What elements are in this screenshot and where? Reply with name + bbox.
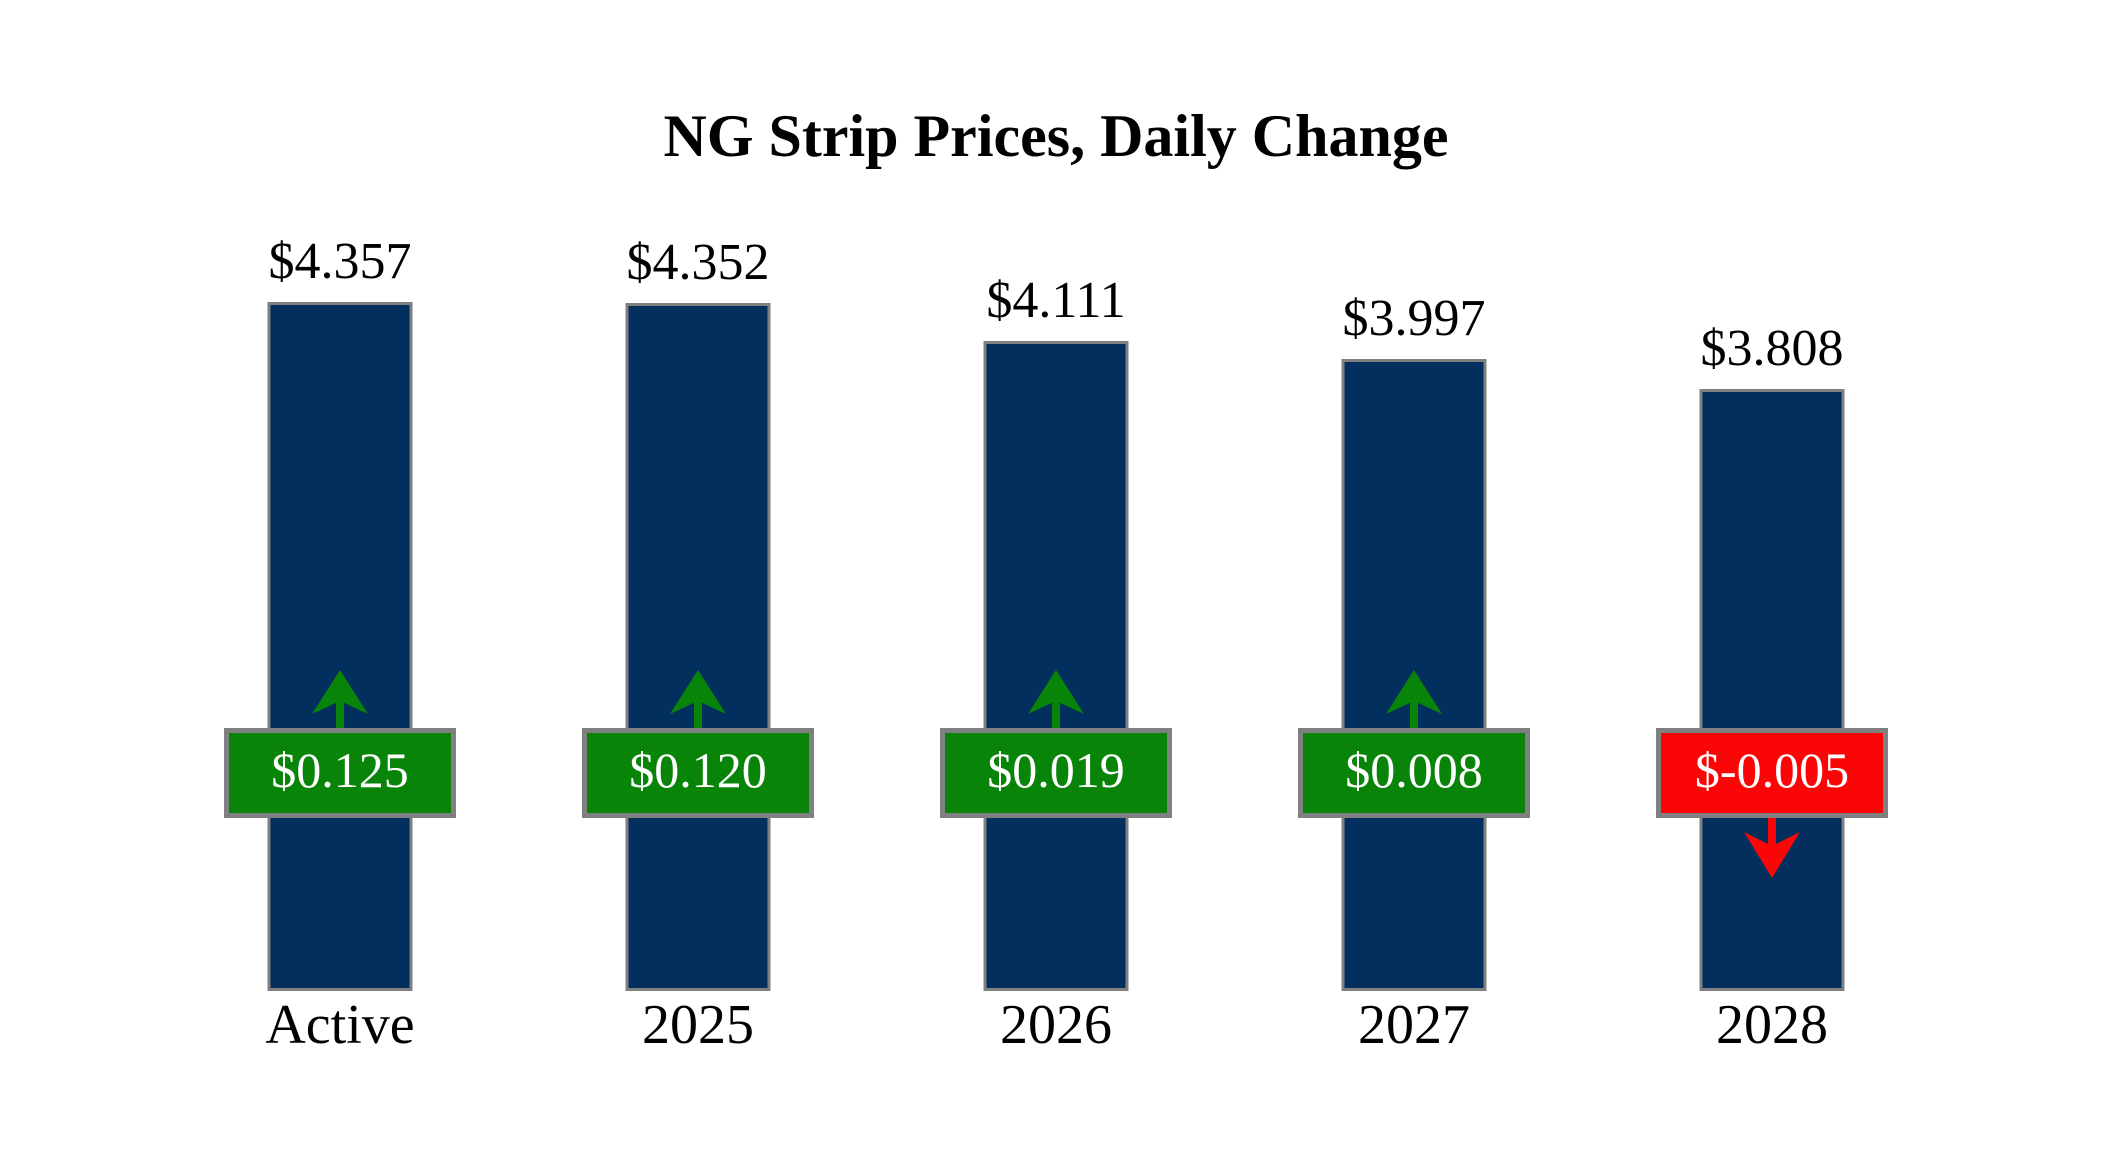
price-label: $3.808: [1700, 320, 1844, 377]
price-label: $3.997: [1342, 290, 1486, 347]
up-arrow-icon: [1386, 670, 1442, 728]
bar-group-2028: $3.808 $-0.005 2028: [1593, 0, 1951, 1152]
down-arrow-icon: [1744, 814, 1800, 878]
bar-group-2026: $4.111 $0.019 2026: [877, 0, 1235, 1152]
price-bar: [983, 341, 1129, 991]
price-bar: [267, 302, 413, 991]
up-arrow-icon: [1028, 670, 1084, 728]
chart-title: NG Strip Prices, Daily Change: [663, 103, 1449, 169]
price-label: $4.352: [626, 234, 770, 291]
change-badge: $0.019: [940, 728, 1172, 818]
category-label: 2025: [642, 994, 754, 1056]
price-bar: [625, 303, 771, 991]
change-badge: $0.008: [1298, 728, 1530, 818]
category-label: 2026: [1000, 994, 1112, 1056]
change-badge: $0.120: [582, 728, 814, 818]
price-label: $4.357: [268, 233, 412, 290]
price-bar: [1341, 359, 1487, 991]
category-label: 2027: [1358, 994, 1470, 1056]
change-badge: $0.125: [224, 728, 456, 818]
price-bar: [1699, 389, 1845, 991]
price-label: $4.111: [986, 272, 1126, 329]
bar-group-active: $4.357 $0.125 Active: [161, 0, 519, 1152]
change-badge: $-0.005: [1656, 728, 1888, 818]
bar-group-2025: $4.352 $0.120 2025: [519, 0, 877, 1152]
up-arrow-icon: [670, 670, 726, 728]
up-arrow-icon: [312, 670, 368, 728]
category-label: 2028: [1716, 994, 1828, 1056]
bar-group-2027: $3.997 $0.008 2027: [1235, 0, 1593, 1152]
category-label: Active: [265, 994, 415, 1056]
